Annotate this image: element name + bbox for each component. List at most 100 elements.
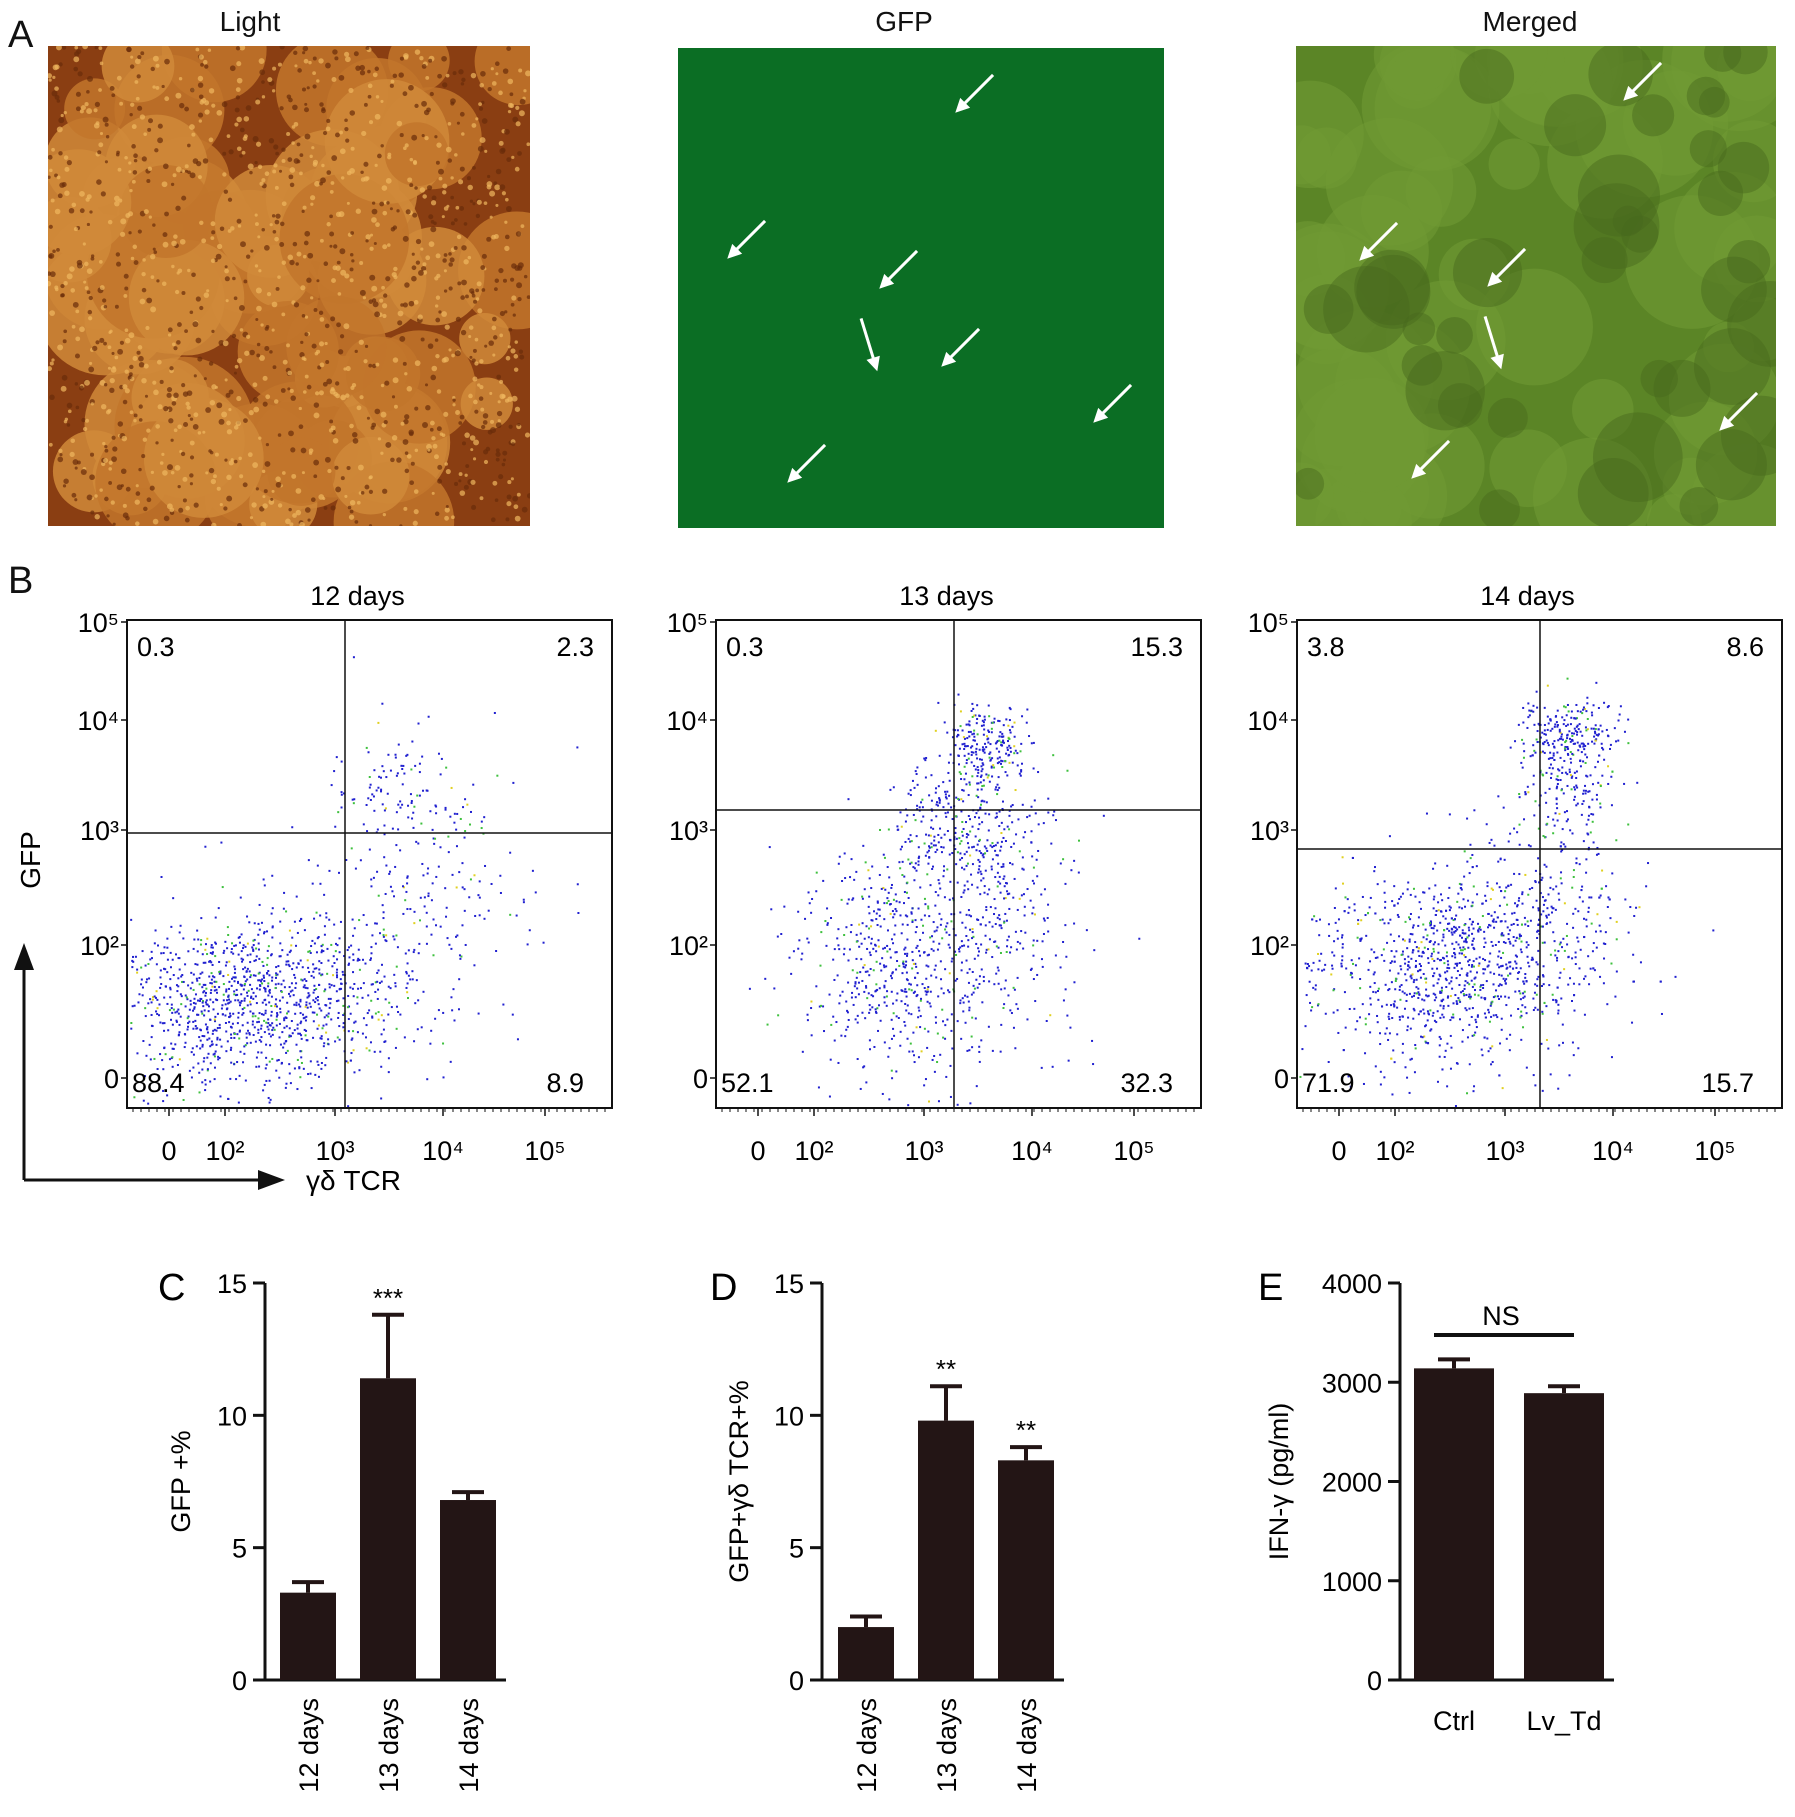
bar bbox=[360, 1378, 416, 1680]
quadrant-lower-left: 52.1 bbox=[721, 1068, 774, 1098]
quadrant-upper-right: 2.3 bbox=[556, 632, 594, 662]
y-tick-label: 3000 bbox=[1322, 1368, 1382, 1398]
panel-letter-a: A bbox=[8, 14, 34, 56]
y-tick-label: 10⁴ bbox=[77, 706, 119, 736]
quadrant-upper-right: 15.3 bbox=[1130, 632, 1183, 662]
category-label: Ctrl bbox=[1433, 1706, 1475, 1736]
white-arrow-icon bbox=[1483, 316, 1504, 370]
y-tick-label: 10³ bbox=[669, 816, 708, 846]
quadrant-lower-right: 32.3 bbox=[1120, 1068, 1173, 1098]
panel-letter-b: B bbox=[8, 560, 34, 602]
flow-plot-title: 14 days bbox=[1480, 581, 1575, 611]
bar-chart-e: E 0 1000 2000 3000 4000 IFN-γ (pg/ml) Ctrl Lv_Td… bbox=[1258, 1267, 1614, 1736]
y-axis-label: IFN-γ (pg/ml) bbox=[1264, 1403, 1294, 1561]
x-tick-label: 0 bbox=[750, 1136, 765, 1166]
quadrant-lower-right: 15.7 bbox=[1701, 1068, 1754, 1098]
x-arrow-head bbox=[258, 1170, 285, 1190]
x-tick-label: 10³ bbox=[904, 1136, 943, 1166]
bar bbox=[1414, 1368, 1494, 1680]
panel-letter: C bbox=[158, 1267, 185, 1309]
x-tick-label: 0 bbox=[1331, 1136, 1346, 1166]
y-tick-label: 10⁵ bbox=[1248, 608, 1289, 638]
x-tick-label: 10² bbox=[205, 1136, 244, 1166]
y-tick-label: 0 bbox=[693, 1064, 708, 1094]
y-tick-label: 4000 bbox=[1322, 1269, 1382, 1299]
x-tick-label: 0 bbox=[161, 1136, 176, 1166]
y-tick-label: 10⁴ bbox=[1247, 706, 1289, 736]
x-tick-label: 10⁴ bbox=[1011, 1136, 1053, 1166]
y-tick-label: 15 bbox=[774, 1269, 804, 1299]
bar-chart-c: C 0 5 10 15 GFP +% 12 days *** 13 days 14 days bbox=[158, 1267, 506, 1793]
category-label: 13 days bbox=[932, 1698, 962, 1793]
y-tick-label: 10 bbox=[774, 1401, 804, 1431]
quadrant-lower-right: 8.9 bbox=[546, 1068, 584, 1098]
y-tick-label: 10² bbox=[80, 931, 119, 961]
significance-stars: ** bbox=[936, 1354, 956, 1384]
light-microscopy-image bbox=[48, 46, 530, 526]
bar bbox=[838, 1627, 894, 1680]
quadrant-lower-left: 71.9 bbox=[1302, 1068, 1355, 1098]
category-label: Lv_Td bbox=[1526, 1706, 1601, 1736]
category-label: 13 days bbox=[374, 1698, 404, 1793]
panel-letter: D bbox=[710, 1267, 737, 1309]
gfp-axis-label: GFP bbox=[15, 831, 46, 889]
x-tick-label: 10⁵ bbox=[524, 1136, 565, 1166]
y-tick-label: 10⁴ bbox=[666, 706, 708, 736]
y-tick-label: 0 bbox=[232, 1666, 247, 1696]
y-tick-label: 1000 bbox=[1322, 1567, 1382, 1597]
y-tick-label: 5 bbox=[232, 1534, 247, 1564]
significance-label: NS bbox=[1482, 1301, 1520, 1331]
flow-cytometry-plots: 12 days 0.3 2.3 88.4 8.9 0 10² 10³ 10⁴ 10⁵ 0 10² 10³… bbox=[14, 581, 1783, 1196]
panel-letter: E bbox=[1258, 1267, 1283, 1309]
bar bbox=[280, 1592, 336, 1680]
y-tick-label: 10³ bbox=[1250, 816, 1289, 846]
category-label: 14 days bbox=[1012, 1698, 1042, 1793]
category-label: 14 days bbox=[454, 1698, 484, 1793]
x-tick-label: 10⁵ bbox=[1694, 1136, 1735, 1166]
flow-plot-title: 12 days bbox=[310, 581, 405, 611]
y-arrow-head bbox=[14, 943, 34, 970]
y-axis-label: GFP +% bbox=[166, 1430, 196, 1532]
y-tick-label: 10 bbox=[217, 1401, 247, 1431]
y-tick-label: 5 bbox=[789, 1534, 804, 1564]
y-tick-label: 10⁵ bbox=[78, 608, 119, 638]
significance-stars: *** bbox=[373, 1283, 403, 1313]
significance-stars: ** bbox=[1016, 1415, 1036, 1445]
y-tick-label: 0 bbox=[1367, 1666, 1382, 1696]
bar-charts: C 0 5 10 15 GFP +% 12 days *** 13 days 14 days D 0 5… bbox=[158, 1267, 1614, 1793]
x-tick-label: 10² bbox=[1375, 1136, 1414, 1166]
y-tick-label: 10² bbox=[669, 931, 708, 961]
x-tick-label: 10⁴ bbox=[422, 1136, 464, 1166]
image-title-light: Light bbox=[219, 6, 281, 37]
bar bbox=[998, 1460, 1054, 1680]
bar bbox=[918, 1420, 974, 1680]
merged-image bbox=[1296, 46, 1776, 526]
y-tick-label: 0 bbox=[104, 1064, 119, 1094]
quadrant-upper-left: 0.3 bbox=[726, 632, 764, 662]
quadrant-upper-left: 0.3 bbox=[137, 632, 175, 662]
y-axis-label: GFP+γδ TCR+% bbox=[724, 1380, 754, 1583]
flow-plot-title: 13 days bbox=[899, 581, 994, 611]
flow-plot-3: 14 days 3.8 8.6 71.9 15.7 0 10² 10³ 10⁴ 10⁵ 0 10² 10… bbox=[1247, 581, 1783, 1166]
gamma-delta-tcr-axis-label: γδ TCR bbox=[306, 1165, 401, 1196]
y-tick-label: 10³ bbox=[80, 816, 119, 846]
x-tick-label: 10² bbox=[794, 1136, 833, 1166]
x-tick-label: 10³ bbox=[315, 1136, 354, 1166]
y-tick-label: 0 bbox=[789, 1666, 804, 1696]
x-tick-label: 10⁴ bbox=[1592, 1136, 1634, 1166]
y-tick-label: 15 bbox=[217, 1269, 247, 1299]
category-label: 12 days bbox=[294, 1698, 324, 1793]
bar bbox=[440, 1500, 496, 1680]
x-tick-label: 10⁵ bbox=[1113, 1136, 1154, 1166]
flow-plot-1: 12 days 0.3 2.3 88.4 8.9 0 10² 10³ 10⁴ 10⁵ 0 10² 10³… bbox=[77, 581, 613, 1166]
quadrant-lower-left: 88.4 bbox=[132, 1068, 185, 1098]
x-tick-label: 10³ bbox=[1485, 1136, 1524, 1166]
bar bbox=[1524, 1393, 1604, 1680]
image-title-merged: Merged bbox=[1482, 6, 1578, 37]
y-tick-label: 2000 bbox=[1322, 1468, 1382, 1498]
y-tick-label: 0 bbox=[1274, 1064, 1289, 1094]
quadrant-upper-right: 8.6 bbox=[1726, 632, 1764, 662]
y-tick-label: 10² bbox=[1250, 931, 1289, 961]
image-title-gfp: GFP bbox=[875, 6, 933, 37]
category-label: 12 days bbox=[852, 1698, 882, 1793]
